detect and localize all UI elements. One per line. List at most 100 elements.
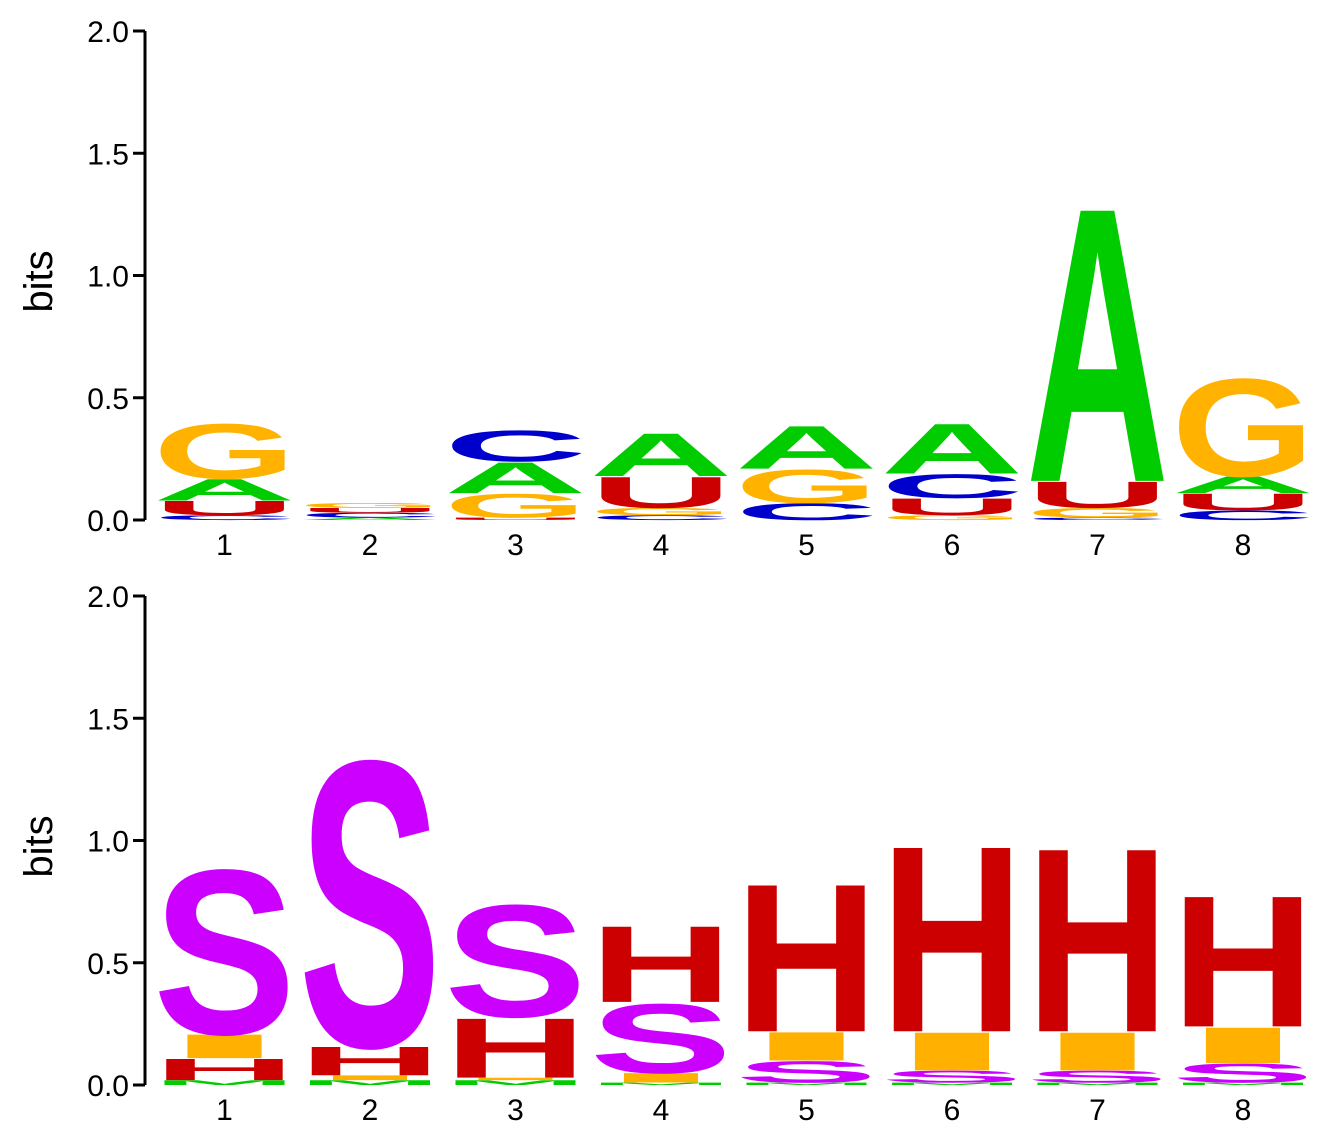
logo-letter-I: I <box>881 1021 1024 1082</box>
logo-letter-U: U <box>590 468 733 518</box>
logo-letter-I: I <box>1172 1017 1315 1074</box>
logo-letter-H: H <box>153 1053 296 1087</box>
logo-letter-C: C <box>735 498 878 525</box>
x-tick-label: 7 <box>1089 1094 1106 1127</box>
logo-letter-S: S <box>735 1055 878 1089</box>
logo-letter-C: C <box>444 421 587 471</box>
logo-letter-A: A <box>444 453 587 503</box>
x-tick-label: 6 <box>944 529 961 562</box>
logo-letter-G: G <box>153 407 296 495</box>
y-tick-label: 2.0 <box>87 16 129 49</box>
logo-letter-C: C <box>1026 517 1169 521</box>
y-tick-label: 0.0 <box>87 1070 129 1103</box>
y-tick-label: 1.0 <box>87 261 129 294</box>
logo-letter-C: C <box>1172 508 1315 523</box>
logo-letter-G: G <box>590 506 733 517</box>
x-tick-label: 2 <box>362 529 379 562</box>
logo-letter-A: A <box>153 473 296 507</box>
y-axis-title: bits <box>17 815 61 877</box>
x-tick-label: 3 <box>507 529 524 562</box>
x-tick-label: 4 <box>653 529 670 562</box>
x-tick-label: 5 <box>798 529 815 562</box>
logo-letter-M: M <box>735 1082 878 1086</box>
logo-letter-U: U <box>153 497 296 520</box>
logo-letter-M: M <box>881 1082 1024 1086</box>
logo-letter-S: S <box>299 676 442 1130</box>
logo-letter-U: U <box>881 493 1024 520</box>
logo-letter-C: C <box>299 511 442 519</box>
logo-letter-H: H <box>1172 856 1315 1066</box>
y-tick-label: 1.5 <box>87 138 129 171</box>
x-tick-label: 1 <box>216 529 233 562</box>
x-tick-label: 6 <box>944 1094 961 1127</box>
logo-letter-M: M <box>444 1079 587 1087</box>
y-tick-label: 0.5 <box>87 383 129 416</box>
logo-letter-I: I <box>735 1024 878 1070</box>
logo-letter-H: H <box>881 791 1024 1088</box>
y-tick-label: 0.5 <box>87 948 129 981</box>
x-tick-label: 2 <box>362 1094 379 1127</box>
logo-letter-A: A <box>881 409 1024 489</box>
logo-letter-C: C <box>881 467 1024 505</box>
y-tick-label: 1.0 <box>87 826 129 859</box>
logo-letter-S: S <box>881 1067 1024 1086</box>
logo-letter-C: C <box>153 514 296 522</box>
logo-letter-S: S <box>590 984 733 1094</box>
logo-letter-C: C <box>590 514 733 522</box>
y-axis-title: bits <box>17 250 61 312</box>
logo-letter-M: M <box>1026 1082 1169 1086</box>
logo-letter-H: H <box>735 840 878 1077</box>
logo-letter-G: G <box>881 514 1024 522</box>
logo-letter-A: A <box>1026 125 1169 564</box>
logo-letter-H: H <box>1026 794 1169 1088</box>
logo-letter-U: U <box>444 517 587 521</box>
logo-letter-M: M <box>153 1079 296 1087</box>
logo-letter-I: I <box>153 1027 296 1065</box>
y-tick-label: 1.5 <box>87 703 129 736</box>
logo-letter-U: U <box>1172 489 1315 516</box>
x-tick-label: 7 <box>1089 529 1106 562</box>
logo-letter-I: I <box>299 1074 442 1082</box>
logo-stack: CGA <box>735 413 878 525</box>
logo-letter-U: U <box>299 506 442 514</box>
logo-letter-A: A <box>735 413 878 482</box>
x-tick-label: 5 <box>798 1094 815 1127</box>
logo-letter-I: I <box>1026 1021 1169 1082</box>
x-tick-label: 1 <box>216 1094 233 1127</box>
logo-letter-A: A <box>1172 471 1315 498</box>
logo-letter-G: G <box>444 487 587 525</box>
logo-letter-H: H <box>299 1039 442 1085</box>
logo-letter-G: G <box>1026 505 1169 520</box>
x-tick-label: 8 <box>1235 1094 1252 1127</box>
logo-letter-M: M <box>1172 1082 1315 1086</box>
logo-letter-S: S <box>444 872 587 1051</box>
y-tick-label: 0.0 <box>87 505 129 538</box>
logo-letter-I: I <box>590 1070 733 1085</box>
logo-letter-S: S <box>153 820 296 1084</box>
x-tick-label: 8 <box>1235 529 1252 562</box>
logo-letter-G: G <box>735 460 878 513</box>
x-tick-label: 3 <box>507 1094 524 1127</box>
logo-letter-U: U <box>1026 474 1169 516</box>
logo-letter-H: H <box>590 903 733 1025</box>
logo-letter-A: A <box>590 421 733 490</box>
logo-letter-A: A <box>299 517 442 521</box>
logo-letter-S: S <box>1172 1058 1315 1088</box>
logo-letter-G: G <box>1172 349 1315 506</box>
logo-letter-S: S <box>1026 1067 1169 1086</box>
